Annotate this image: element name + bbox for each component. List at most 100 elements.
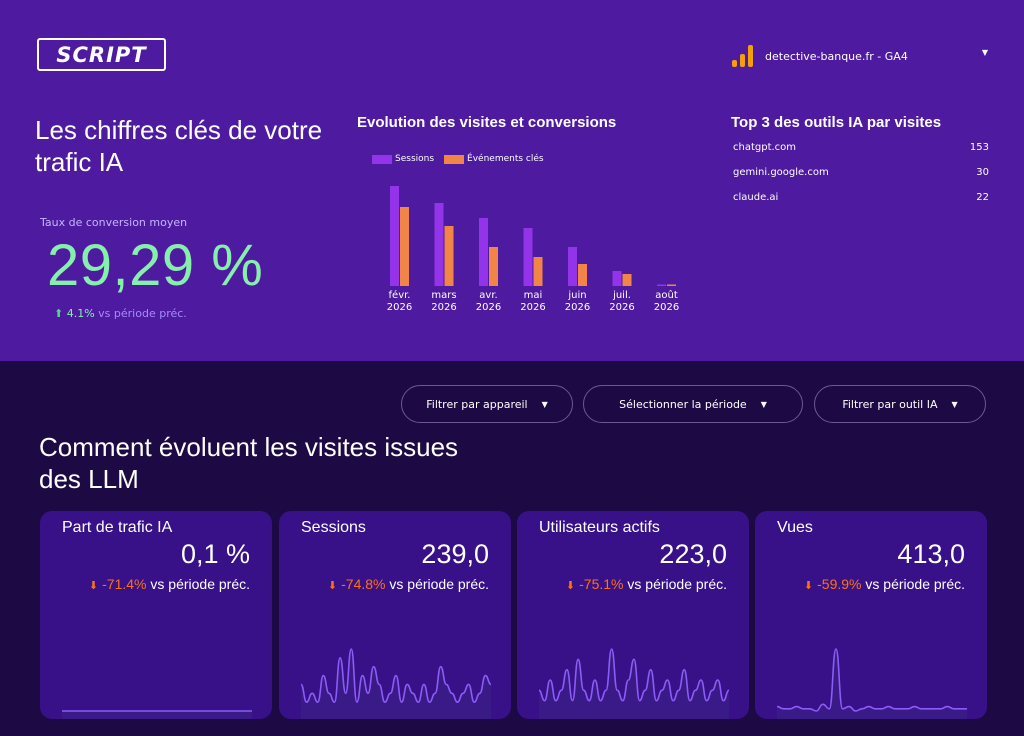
tool-name: claude.ai (733, 192, 779, 203)
period-filter[interactable]: Sélectionner la période ▼ (583, 385, 803, 423)
table-row[interactable]: gemini.google.com 30 (733, 167, 989, 192)
bar-sessions[interactable] (568, 247, 577, 286)
card-sessions: Sessions 239,0 ⬇ -74.8% vs période préc. (279, 511, 511, 719)
top3-table: chatgpt.com 153 gemini.google.com 30 claud… (733, 142, 989, 217)
legend-item-events: Événements clés (444, 154, 544, 164)
bar-sessions[interactable] (523, 228, 533, 286)
chevron-down-icon: ▼ (981, 48, 988, 57)
card-delta-pct: -74.8% (341, 576, 386, 592)
top3-title: Top 3 des outils IA par visites (731, 114, 942, 131)
evolution-bar-chart: févr.2026mars2026avr.2026mai2026juin2026… (387, 186, 679, 313)
sparkline (300, 648, 492, 719)
tool-name: chatgpt.com (733, 142, 797, 153)
card-delta-pct: -59.9% (817, 576, 862, 592)
x-tick-label: 2026 (387, 302, 412, 313)
logo-text: SCRIPT (56, 42, 147, 67)
bar-events[interactable] (533, 257, 543, 286)
bar-events[interactable] (444, 226, 454, 286)
x-tick-label: 2026 (565, 302, 590, 313)
x-tick-label: 2026 (476, 302, 501, 313)
card-label: Utilisateurs actifs (539, 519, 660, 536)
card-label: Sessions (301, 519, 366, 536)
evolution-chart-title: Evolution des visites et conversions (357, 114, 617, 131)
conversion-delta-pct: 4.1% (66, 307, 95, 320)
card-label: Vues (777, 519, 813, 536)
tool-filter[interactable]: Filtrer par outil IA ▼ (814, 385, 986, 423)
page-title: Les chiffres clés de votre trafic IA (35, 115, 323, 177)
bar-sessions[interactable] (434, 203, 444, 286)
x-tick-label: avr. (479, 290, 497, 301)
sparkline (538, 648, 730, 719)
chevron-down-icon: ▼ (760, 399, 767, 409)
conversion-delta-text: vs période préc. (94, 307, 187, 320)
property-selector[interactable]: detective-banque.fr - GA4 ▼ (732, 44, 992, 68)
table-row[interactable]: claude.ai 22 (733, 192, 989, 217)
x-tick-label: août (655, 289, 678, 301)
legend-label-sessions: Sessions (395, 154, 435, 164)
card-value: 239,0 (421, 539, 489, 569)
sparkline-line (538, 648, 730, 702)
card-value: 413,0 (897, 539, 965, 569)
sparkline-line (300, 648, 492, 703)
sparkline-area (777, 649, 967, 719)
bar-events[interactable] (622, 274, 632, 286)
script-logo[interactable]: SCRIPT (37, 38, 166, 71)
table-row[interactable]: chatgpt.com 153 (733, 142, 989, 167)
bar-sessions[interactable] (390, 186, 399, 286)
card-delta-pct: -71.4% (102, 576, 147, 592)
card-delta-text: vs période préc. (146, 576, 250, 592)
tool-filter-label: Filtrer par outil IA (842, 397, 938, 411)
bar-sessions[interactable] (612, 271, 622, 286)
tool-name: gemini.google.com (733, 167, 829, 178)
evolution-legend: Sessions Événements clés (372, 154, 544, 164)
card-delta: ⬇ -75.1% vs période préc. (566, 576, 727, 592)
card-delta: ⬇ -59.9% vs période préc. (804, 576, 965, 592)
x-tick-label: mai (524, 290, 543, 301)
card-delta: ⬇ -71.4% vs période préc. (89, 576, 250, 592)
arrow-down-icon: ⬇ (565, 580, 576, 592)
card-value: 0,1 % (180, 539, 250, 569)
bar-events[interactable] (400, 207, 409, 286)
x-tick-label: mars (431, 290, 456, 301)
chevron-down-icon: ▼ (951, 399, 958, 409)
chevron-down-icon: ▼ (541, 399, 548, 409)
arrow-up-icon: ⬆ (54, 307, 64, 320)
conversion-delta: ⬆ 4.1% vs période préc. (54, 307, 187, 320)
tool-value: 22 (976, 192, 989, 203)
legend-item-sessions: Sessions (372, 154, 434, 164)
arrow-down-icon: ⬇ (88, 580, 99, 592)
overview-panel (0, 0, 1024, 361)
sparkline-area (539, 649, 729, 719)
card-delta-text: vs période préc. (861, 576, 965, 592)
sparkline (776, 648, 967, 719)
device-filter[interactable]: Filtrer par appareil ▼ (401, 385, 573, 423)
card-active-users: Utilisateurs actifs 223,0 ⬇ -75.1% vs pér… (517, 511, 749, 719)
bar-events[interactable] (489, 247, 498, 286)
conversion-value: 29,29 % (47, 233, 264, 298)
sparkline (62, 710, 252, 719)
bar-events[interactable] (578, 264, 587, 286)
card-delta: ⬇ -74.8% vs période préc. (328, 576, 489, 592)
card-label: Part de trafic IA (62, 519, 173, 536)
period-filter-label: Sélectionner la période (619, 397, 747, 411)
x-tick-label: 2026 (654, 302, 679, 313)
card-ai-traffic-share: Part de trafic IA 0,1 % ⬇ -71.4% vs pério… (40, 511, 272, 719)
tool-value: 153 (969, 142, 989, 153)
card-delta-text: vs période préc. (385, 576, 489, 592)
arrow-down-icon: ⬇ (327, 580, 338, 592)
x-tick-label: févr. (389, 289, 411, 301)
card-delta-text: vs période préc. (623, 576, 727, 592)
bar-sessions[interactable] (657, 284, 666, 287)
bar-sessions[interactable] (479, 218, 488, 286)
bar-events[interactable] (667, 284, 676, 287)
x-tick-label: juin (567, 290, 586, 301)
sparkline-line (776, 648, 967, 712)
arrow-down-icon: ⬇ (803, 580, 814, 592)
x-tick-label: 2026 (520, 302, 545, 313)
analytics-bars-icon (732, 45, 753, 67)
tool-value: 30 (976, 167, 989, 178)
x-tick-label: 2026 (609, 302, 634, 313)
x-tick-label: juil. (612, 290, 631, 301)
card-views: Vues 413,0 ⬇ -59.9% vs période préc. (755, 511, 987, 719)
x-tick-label: 2026 (431, 302, 456, 313)
